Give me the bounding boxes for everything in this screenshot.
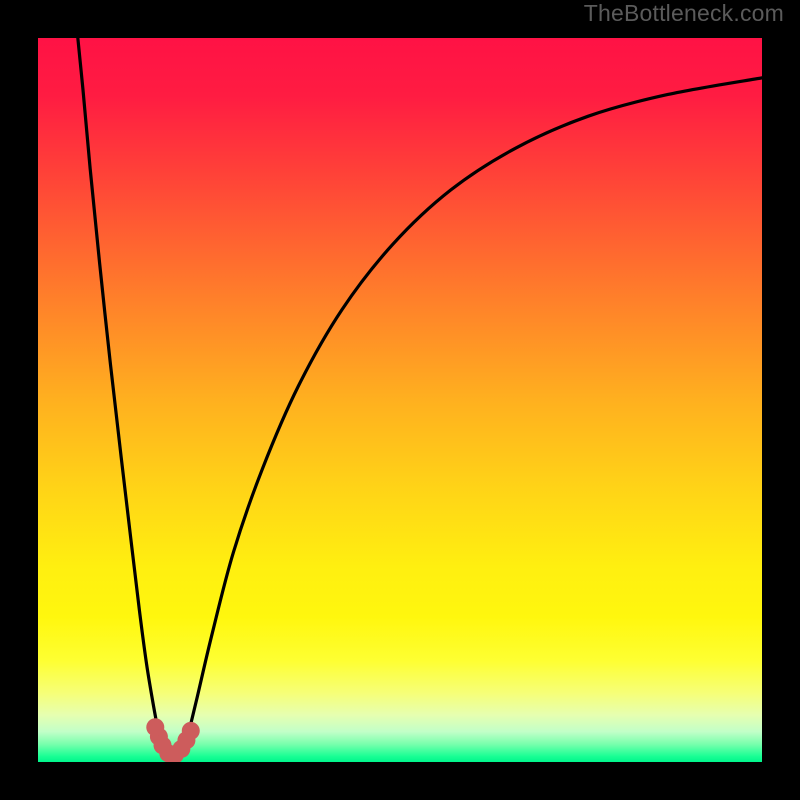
watermark-text: TheBottleneck.com bbox=[584, 0, 784, 27]
chart-stage: TheBottleneck.com bbox=[0, 0, 800, 800]
valley-marker bbox=[182, 722, 200, 740]
valley-marker bbox=[146, 718, 164, 736]
bottleneck-chart bbox=[0, 0, 800, 800]
